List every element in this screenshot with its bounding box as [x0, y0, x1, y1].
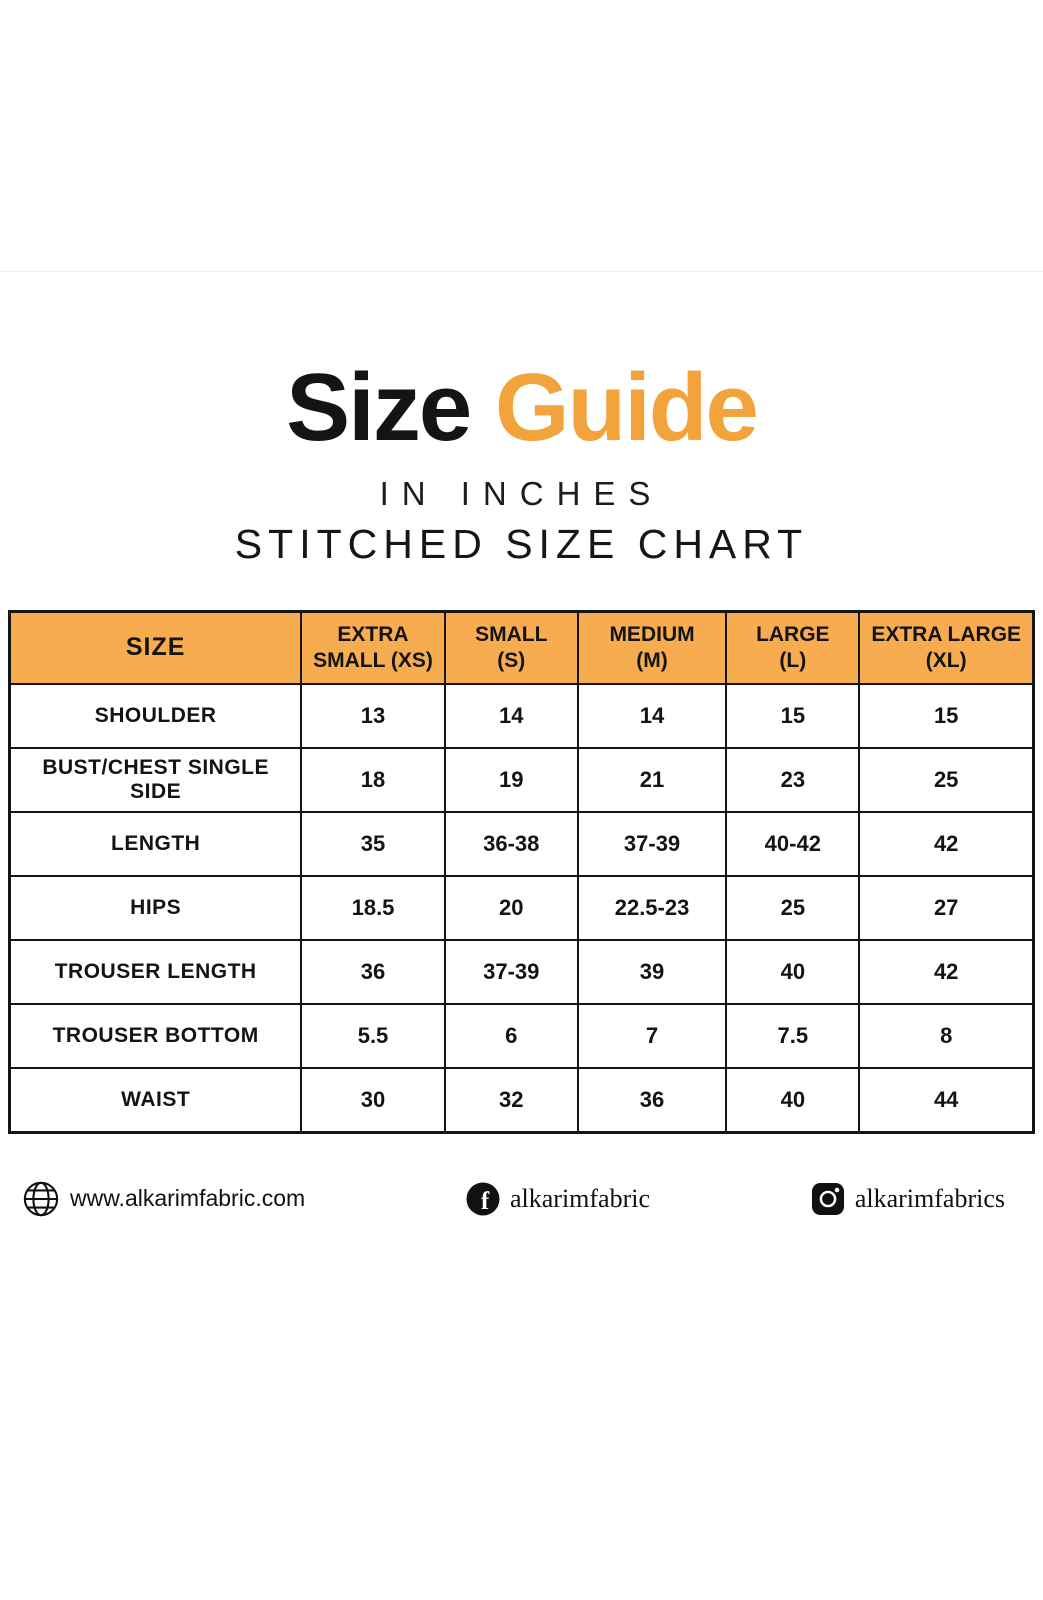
- size-value-cell: 27: [858, 874, 1035, 941]
- footer: www.alkarimfabric.com f alkarimfabric al…: [0, 1180, 1043, 1218]
- instagram-icon: [811, 1182, 845, 1216]
- size-value-cell: 14: [576, 682, 728, 749]
- size-value-cell: 40: [725, 938, 861, 1005]
- facebook-item: f alkarimfabric: [466, 1182, 650, 1216]
- size-value-cell: 37-39: [576, 810, 728, 877]
- size-value-cell: 37-39: [443, 938, 579, 1005]
- size-value-cell: 21: [576, 746, 728, 813]
- row-label: BUST/CHEST SINGLE SIDE: [8, 746, 303, 813]
- size-value-cell: 15: [858, 682, 1035, 749]
- table-row: HIPS 18.5 20 22.5-23 25 27: [8, 874, 1035, 941]
- row-label: TROUSER BOTTOM: [8, 1002, 303, 1069]
- row-label: LENGTH: [8, 810, 303, 877]
- size-value-cell: 42: [858, 810, 1035, 877]
- instagram-handle: alkarimfabrics: [854, 1183, 1005, 1213]
- website-item: www.alkarimfabric.com: [22, 1180, 305, 1218]
- size-value-cell: 36: [576, 1066, 728, 1134]
- size-value-cell: 35: [300, 810, 446, 877]
- size-value-cell: 40: [725, 1066, 861, 1134]
- row-label: SHOULDER: [8, 682, 303, 749]
- facebook-handle: alkarimfabric: [509, 1183, 651, 1213]
- title-block: Size Guide IN INCHES STITCHED SIZE CHART: [0, 357, 1043, 568]
- table-header-row: SIZE EXTRA SMALL (XS) SMALL (S) MEDIUM (M) L…: [8, 610, 1035, 685]
- size-value-cell: 6: [443, 1002, 579, 1069]
- size-value-cell: 44: [858, 1066, 1035, 1134]
- title-word-size: Size: [286, 354, 472, 461]
- column-header: LARGE (L): [725, 610, 861, 685]
- size-value-cell: 23: [725, 746, 861, 813]
- size-value-cell: 42: [858, 938, 1035, 1005]
- size-value-cell: 32: [443, 1066, 579, 1134]
- column-header-size: SIZE: [8, 610, 303, 685]
- row-label: WAIST: [8, 1066, 303, 1134]
- table-row: BUST/CHEST SINGLE SIDE 18 19 21 23 25: [8, 746, 1035, 813]
- subtitle-stitched-size-chart: STITCHED SIZE CHART: [234, 520, 809, 567]
- svg-text:f: f: [481, 1188, 490, 1215]
- table-row: LENGTH 35 36-38 37-39 40-42 42: [8, 810, 1035, 877]
- facebook-icon: f: [466, 1182, 500, 1216]
- title-word-guide: Guide: [494, 354, 759, 461]
- table-row: TROUSER BOTTOM 5.5 6 7 7.5 8: [8, 1002, 1035, 1069]
- column-header: SMALL (S): [443, 610, 579, 685]
- top-whitespace: [0, 0, 1043, 272]
- size-value-cell: 20: [443, 874, 579, 941]
- size-value-cell: 8: [858, 1002, 1035, 1069]
- size-chart-table: SIZE EXTRA SMALL (XS) SMALL (S) MEDIUM (M) L…: [8, 609, 1035, 1134]
- size-value-cell: 40-42: [725, 810, 861, 877]
- globe-icon: [22, 1180, 60, 1218]
- size-value-cell: 19: [443, 746, 579, 813]
- size-value-cell: 22.5-23: [576, 874, 728, 941]
- column-header: EXTRA SMALL (XS): [300, 610, 446, 685]
- instagram-item: alkarimfabrics: [811, 1182, 1005, 1216]
- size-value-cell: 15: [725, 682, 861, 749]
- size-value-cell: 36-38: [443, 810, 579, 877]
- size-value-cell: 39: [576, 938, 728, 1005]
- table-row: SHOULDER 13 14 14 15 15: [8, 682, 1035, 749]
- row-label: TROUSER LENGTH: [8, 938, 303, 1005]
- page-title: Size Guide: [0, 357, 1043, 459]
- row-label: HIPS: [8, 874, 303, 941]
- table-row: TROUSER LENGTH 36 37-39 39 40 42: [8, 938, 1035, 1005]
- size-value-cell: 36: [300, 938, 446, 1005]
- column-header: MEDIUM (M): [576, 610, 728, 685]
- size-value-cell: 18: [300, 746, 446, 813]
- size-value-cell: 13: [300, 682, 446, 749]
- size-value-cell: 30: [300, 1066, 446, 1134]
- size-value-cell: 5.5: [300, 1002, 446, 1069]
- size-value-cell: 7: [576, 1002, 728, 1069]
- size-value-cell: 7.5: [725, 1002, 861, 1069]
- size-value-cell: 25: [858, 746, 1035, 813]
- subtitle-in-inches: IN INCHES: [379, 474, 664, 512]
- table-row: WAIST 30 32 36 40 44: [8, 1066, 1035, 1134]
- size-value-cell: 14: [443, 682, 579, 749]
- size-value-cell: 18.5: [300, 874, 446, 941]
- website-url: www.alkarimfabric.com: [70, 1185, 306, 1212]
- size-value-cell: 25: [725, 874, 861, 941]
- column-header: EXTRA LARGE (XL): [858, 610, 1035, 685]
